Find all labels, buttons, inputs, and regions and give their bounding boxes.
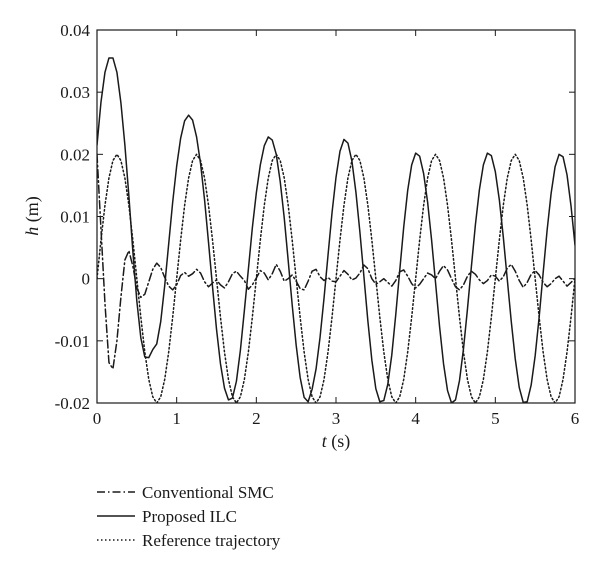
- y-tick-label: 0.04: [60, 21, 90, 40]
- x-tick-label: 0: [93, 409, 102, 428]
- series-line-reference-trajectory: [97, 153, 575, 403]
- x-axis-ticks: 0 1 2 3 4 5 6: [93, 30, 580, 428]
- x-axis-symbol: t: [322, 431, 328, 451]
- legend-label: Reference trajectory: [142, 531, 281, 550]
- legend-label: Conventional SMC: [142, 483, 274, 502]
- x-axis-label: t (s): [322, 431, 351, 452]
- y-axis-symbol: h: [22, 227, 42, 236]
- x-tick-label: 5: [491, 409, 500, 428]
- plot-area-frame: [96, 29, 576, 404]
- x-tick-label: 6: [571, 409, 580, 428]
- y-tick-label: 0.02: [60, 145, 90, 164]
- legend-label: Proposed ILC: [142, 507, 237, 526]
- y-tick-label: -0.02: [55, 394, 90, 413]
- series-layer: [97, 57, 575, 403]
- y-axis-unit: (m): [22, 196, 43, 227]
- y-axis-label: h (m): [22, 196, 43, 236]
- x-tick-label: 2: [252, 409, 261, 428]
- y-tick-label: 0.03: [60, 83, 90, 102]
- y-axis-ticks: -0.02 -0.01 0 0.01 0.02 0.03 0.04: [55, 21, 575, 413]
- x-tick-label: 3: [332, 409, 341, 428]
- legend: Conventional SMC Proposed ILC Reference tr…: [97, 483, 281, 550]
- x-axis-unit: (s): [327, 431, 351, 452]
- y-tick-label: -0.01: [55, 332, 90, 351]
- y-tick-label: 0.01: [60, 208, 90, 227]
- x-tick-label: 1: [172, 409, 181, 428]
- y-tick-label: 0: [82, 270, 91, 289]
- series-line-proposed-ilc: [97, 57, 575, 403]
- x-tick-label: 4: [411, 409, 420, 428]
